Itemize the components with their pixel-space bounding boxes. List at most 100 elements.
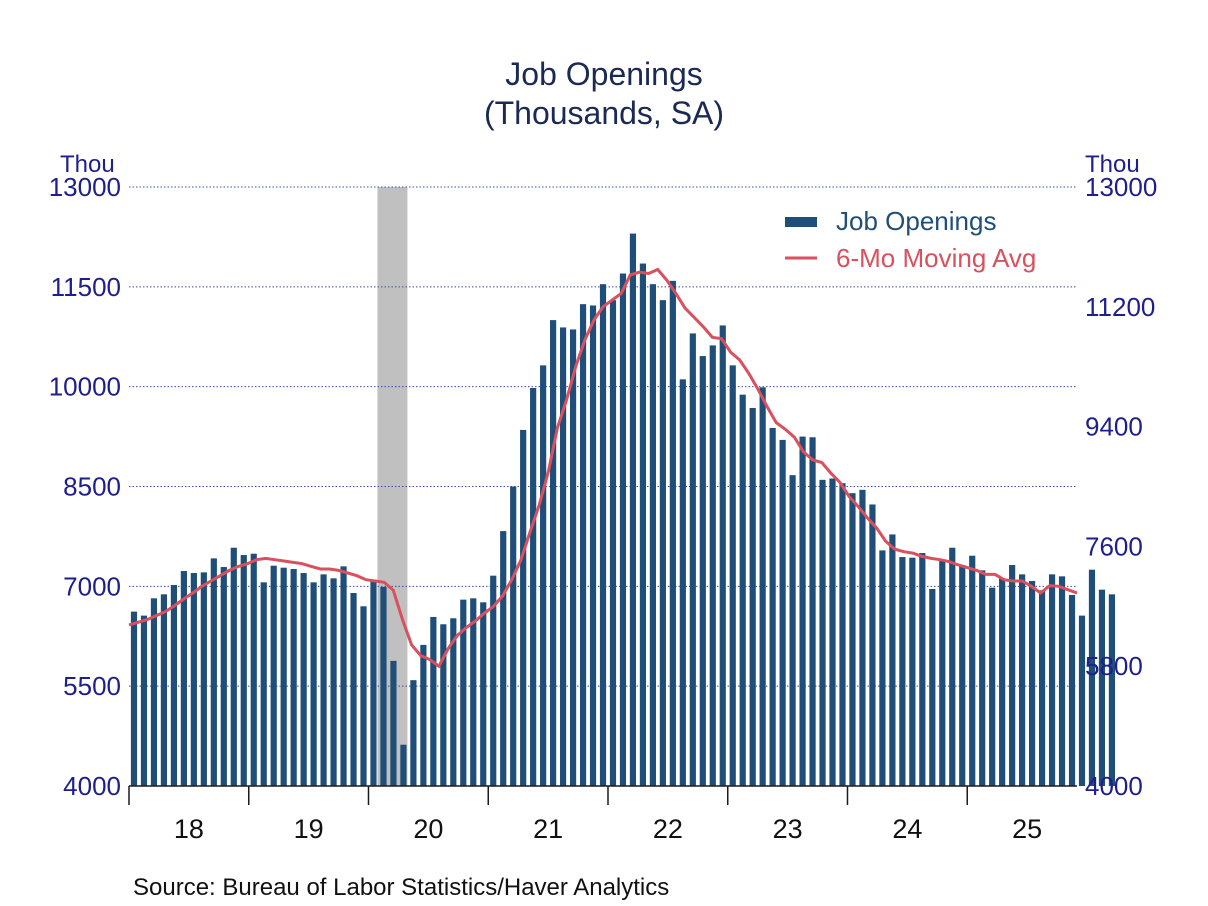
- bar: [430, 616, 437, 786]
- bar: [659, 300, 666, 786]
- bar: [460, 599, 467, 786]
- legend-label-line: 6-Mo Moving Avg: [836, 243, 1036, 273]
- bar: [599, 284, 607, 786]
- bar: [160, 594, 168, 786]
- bar-series: [130, 233, 1116, 787]
- bar: [220, 567, 227, 786]
- bar: [979, 570, 986, 786]
- bar: [200, 572, 207, 786]
- bar: [440, 624, 447, 786]
- bar: [540, 365, 547, 786]
- source-note: Source: Bureau of Labor Statistics/Haver…: [133, 874, 669, 901]
- bar: [270, 565, 277, 786]
- bar: [320, 574, 327, 786]
- bar: [839, 483, 846, 786]
- bar: [959, 565, 966, 786]
- bar: [530, 387, 537, 786]
- bar: [1029, 581, 1036, 786]
- bar: [629, 233, 637, 787]
- bar: [280, 567, 287, 786]
- bar: [180, 571, 187, 786]
- y-axis-right-unit: Thou: [1085, 151, 1140, 178]
- y-tick-label-left: 7000: [63, 571, 121, 601]
- bar: [679, 379, 686, 786]
- bar: [769, 427, 776, 786]
- y-axis-left-unit: Thou: [60, 151, 115, 178]
- x-tick-label: 19: [294, 814, 324, 844]
- bar: [889, 534, 896, 786]
- bar: [559, 327, 567, 786]
- bar: [550, 320, 557, 786]
- bar: [989, 587, 996, 786]
- legend-swatch-bars: [785, 217, 817, 227]
- bar: [490, 575, 497, 786]
- bar: [370, 579, 377, 786]
- x-tick-label: 18: [174, 814, 204, 844]
- y-tick-label-right: 4000: [1085, 771, 1143, 801]
- bar: [609, 300, 617, 786]
- bar: [739, 394, 746, 786]
- bar: [450, 618, 457, 786]
- bar: [899, 557, 906, 786]
- x-tick-label: 23: [773, 814, 803, 844]
- bar: [350, 592, 357, 786]
- bar: [649, 284, 656, 786]
- bar: [260, 582, 267, 786]
- legend: Job Openings 6-Mo Moving Avg: [785, 206, 1036, 273]
- bar: [340, 566, 347, 786]
- bar: [390, 660, 397, 786]
- bar: [420, 644, 427, 786]
- bar: [569, 329, 577, 786]
- x-tick-label: 25: [1012, 814, 1042, 844]
- bar: [859, 489, 866, 786]
- bar: [789, 475, 796, 786]
- x-tick-label: 22: [653, 814, 683, 844]
- bar: [849, 493, 856, 786]
- y-tick-label-left: 4000: [63, 771, 121, 801]
- bar: [1108, 594, 1116, 786]
- bar: [579, 304, 587, 786]
- y-tick-label-right: 11200: [1085, 292, 1155, 322]
- chart-title: Job Openings: [505, 56, 702, 92]
- bar: [709, 345, 716, 786]
- y-tick-label-left: 8500: [63, 472, 121, 502]
- y-tick-label-left: 10000: [49, 372, 121, 402]
- bar: [230, 547, 237, 786]
- x-tick-label: 21: [533, 814, 563, 844]
- chart-subtitle: (Thousands, SA): [484, 95, 724, 131]
- y-tick-label-right: 5800: [1085, 651, 1143, 681]
- bar: [969, 555, 976, 786]
- bar: [619, 273, 627, 786]
- bar: [779, 439, 786, 786]
- bar: [240, 555, 247, 786]
- x-axis: 18 19 20 21 22 23 24 25: [128, 785, 1077, 844]
- bar: [310, 582, 317, 786]
- bar: [470, 598, 477, 786]
- bar: [759, 387, 766, 786]
- bar: [190, 573, 197, 786]
- bar: [799, 436, 806, 786]
- bar: [729, 365, 736, 786]
- bar: [480, 602, 487, 786]
- bar: [170, 585, 177, 786]
- bar: [290, 569, 297, 786]
- plot-area: 18 19 20 21 22 23 24 25: [128, 186, 1116, 844]
- bar: [1009, 565, 1016, 786]
- bar: [879, 550, 886, 786]
- y-tick-label-right: 13000: [1085, 172, 1157, 202]
- x-tick-label: 20: [413, 814, 443, 844]
- bar: [719, 325, 726, 786]
- bar: [520, 429, 527, 786]
- bar: [819, 479, 826, 786]
- bar: [1048, 574, 1056, 786]
- bar: [1038, 590, 1046, 786]
- bar: [500, 531, 507, 786]
- x-ticks: 18 19 20 21 22 23 24 25: [128, 786, 1042, 844]
- bar: [639, 263, 647, 786]
- bar: [360, 606, 367, 786]
- bar: [829, 478, 836, 786]
- y-tick-label-right: 9400: [1085, 412, 1143, 442]
- bar: [999, 578, 1006, 786]
- bar: [150, 598, 158, 786]
